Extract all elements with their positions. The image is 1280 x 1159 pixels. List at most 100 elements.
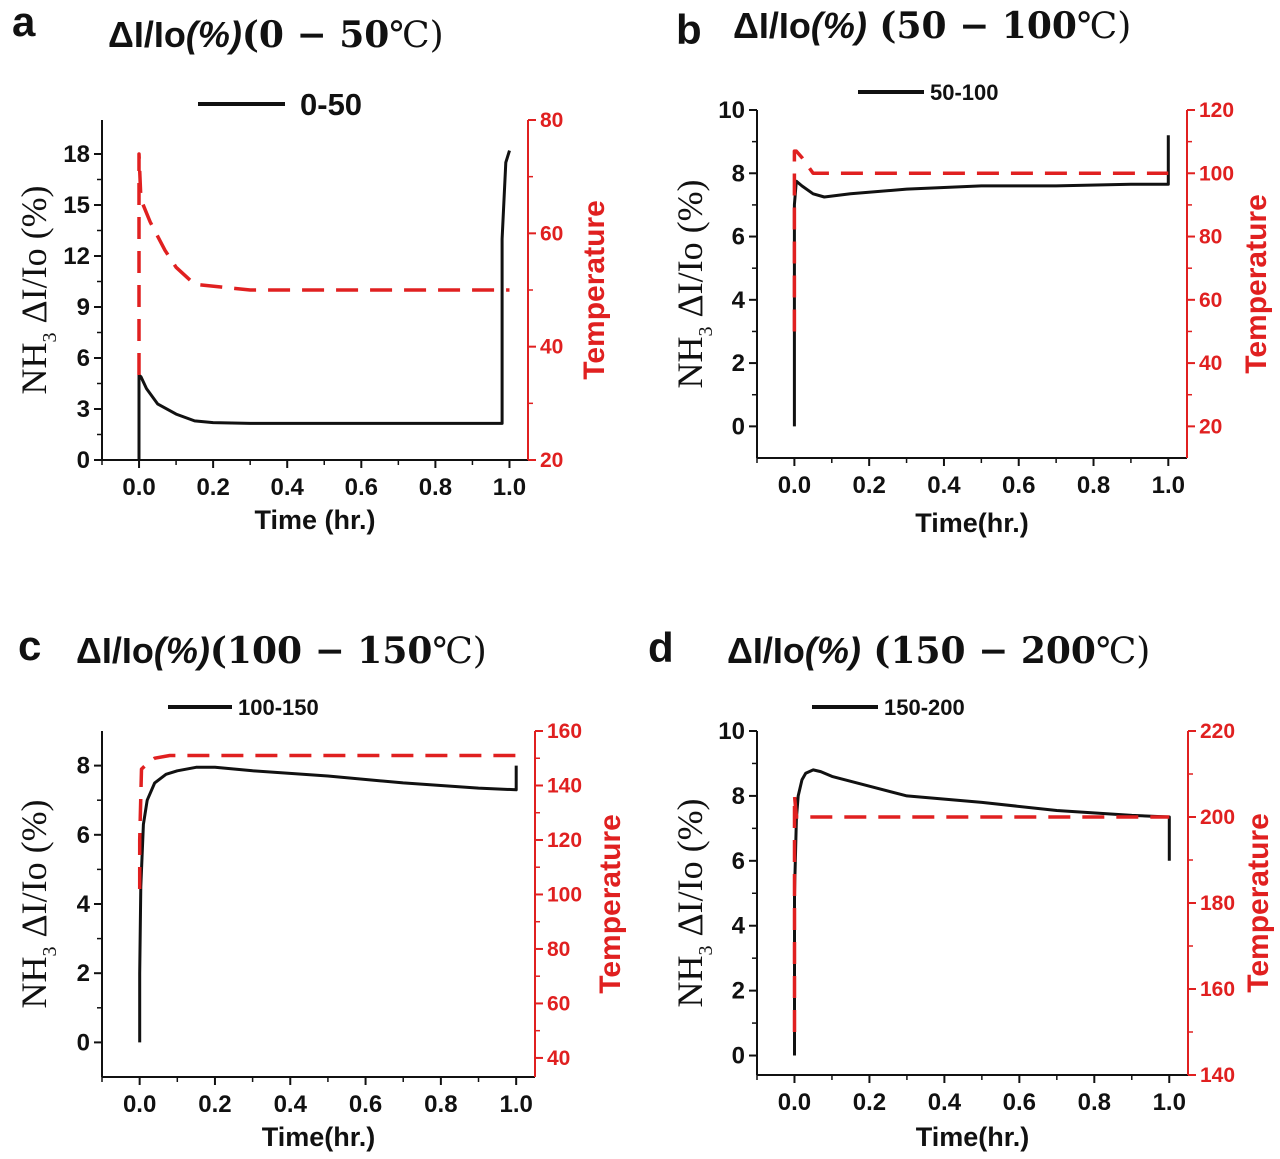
legend-label: 100-150 [238,695,319,720]
y-tick-label-left: 2 [732,350,745,377]
response-series-line [138,765,518,1043]
y-tick-label-left: 4 [732,287,746,314]
y-tick-label-right: 80 [540,109,563,132]
y-tick-label-right: 220 [1200,720,1235,743]
panel-letter: c [18,622,41,669]
title-percent: (%) [811,5,867,46]
x-tick-label: 0.8 [419,474,452,501]
y-tick-label-left: 4 [732,913,746,940]
x-tick-label: 1.0 [493,474,526,501]
chart-title: ΔI/Io(%)(0 − 50℃) [108,14,444,56]
response-series-line [792,135,1170,427]
x-tick-label: 0.2 [196,474,229,501]
y-tick-label-right: 100 [1199,162,1234,185]
x-tick-label: 0.8 [1077,472,1110,499]
chart-title: ΔI/Io(%) (150 − 200℃) [727,630,1150,672]
y-tick-label-left: 6 [77,345,90,372]
y-label-subscript: 3 [39,333,61,343]
x-tick-label: 0.8 [424,1091,457,1118]
y-tick-label-left: 6 [732,848,745,875]
y-tick-label-left: 18 [63,141,90,168]
y-tick-label-left: 0 [732,1043,745,1070]
y-label-rest: ΔI/Io (%) [670,179,710,326]
y-tick-label-right: 120 [1199,99,1234,122]
y-tick-label-left: 2 [77,960,90,987]
title-delta: ΔI/Io [733,5,811,46]
y-tick-label-left: 8 [732,783,745,810]
x-axis-label: Time(hr.) [262,1122,376,1152]
x-axis-label: Time(hr.) [915,508,1029,538]
title-range: (0 − 50 [242,14,389,56]
response-series-line [137,150,511,460]
y-tick-label-right: 180 [1200,892,1235,915]
title-unit: ℃) [1077,6,1131,47]
y-label-rest: ΔI/Io (%) [14,799,54,946]
x-tick-label: 1.0 [499,1091,532,1118]
y-tick-label-left: 6 [77,822,90,849]
y-tick-label-left: 9 [77,294,90,321]
y-label-main: NH [670,956,710,1008]
x-tick-label: 0.6 [345,474,378,501]
y-tick-label-right: 120 [547,829,582,852]
y-label-subscript: 3 [695,946,717,956]
title-percent: (%) [805,630,861,671]
chart-panel-d: d ΔI/Io(%) (150 − 200℃) 150-200 0.0 0.2 0.4 0.… [648,624,1275,1152]
temperature-series-line [792,793,1170,1032]
y-axis-label-left: NH3 ΔI/Io (%) [670,798,717,1007]
y-axis-label-right: Temperature [578,200,611,380]
x-tick-label: 0.4 [271,474,305,501]
y-tick-label-right: 20 [1199,415,1222,438]
x-tick-label: 1.0 [1152,472,1185,499]
x-tick-label: 1.0 [1153,1089,1186,1116]
y-tick-label-left: 10 [718,97,745,124]
x-axis-label: Time(hr.) [916,1122,1030,1152]
chart-title: ΔI/Io(%)(100 − 150℃) [76,630,487,672]
title-range: (100 − 150 [210,630,433,672]
y-tick-label-right: 40 [547,1047,570,1070]
legend-label: 150-200 [884,695,965,720]
legend-label: 0-50 [300,87,362,122]
y-tick-label-right: 100 [547,883,582,906]
y-tick-label-left: 6 [732,224,745,251]
title-percent: (%) [154,630,210,671]
y-tick-label-left: 15 [63,192,90,219]
x-tick-label: 0.0 [778,472,811,499]
title-unit: ℃) [432,631,486,672]
temperature-series-line [137,152,510,375]
title-delta: ΔI/Io [108,14,186,55]
y-tick-label-left: 8 [77,753,90,780]
chart-panel-c: c ΔI/Io(%)(100 − 150℃) 100-150 0.0 0.2 0.4 0.6… [14,622,627,1152]
y-tick-label-left: 3 [77,396,90,423]
x-tick-label: 0.0 [778,1089,811,1116]
temperature-series-line [792,149,1169,332]
y-axis-label-right: Temperature [594,814,627,994]
y-label-subscript: 3 [695,327,717,337]
y-tick-label-right: 140 [1200,1064,1235,1087]
y-tick-label-left: 2 [732,978,745,1005]
y-tick-label-left: 0 [77,1029,90,1056]
x-tick-label: 0.4 [274,1091,308,1118]
y-label-rest: ΔI/Io (%) [14,185,54,332]
x-tick-label: 0.0 [123,1091,156,1118]
y-tick-label-left: 4 [77,891,91,918]
y-axis-label-left: NH3 ΔI/Io (%) [670,179,717,388]
x-tick-label: 0.4 [927,472,961,499]
x-axis-label: Time (hr.) [254,505,375,535]
y-label-main: NH [14,957,54,1009]
y-tick-label-left: 8 [732,160,745,187]
x-tick-label: 0.6 [1002,472,1035,499]
y-tick-label-left: 0 [732,413,745,440]
x-tick-label: 0.2 [853,1089,886,1116]
y-axis-label-right: Temperature [1240,194,1273,374]
title-delta: ΔI/Io [727,630,805,671]
x-tick-label: 0.2 [852,472,885,499]
y-tick-label-left: 12 [63,243,90,270]
panel-letter: d [648,624,674,671]
y-label-main: NH [670,337,710,389]
x-tick-label: 0.8 [1078,1089,1111,1116]
title-range: (50 − 100 [867,5,1077,47]
title-unit: ℃) [389,15,443,56]
y-tick-label-right: 80 [1199,226,1222,249]
title-delta: ΔI/Io [76,630,154,671]
